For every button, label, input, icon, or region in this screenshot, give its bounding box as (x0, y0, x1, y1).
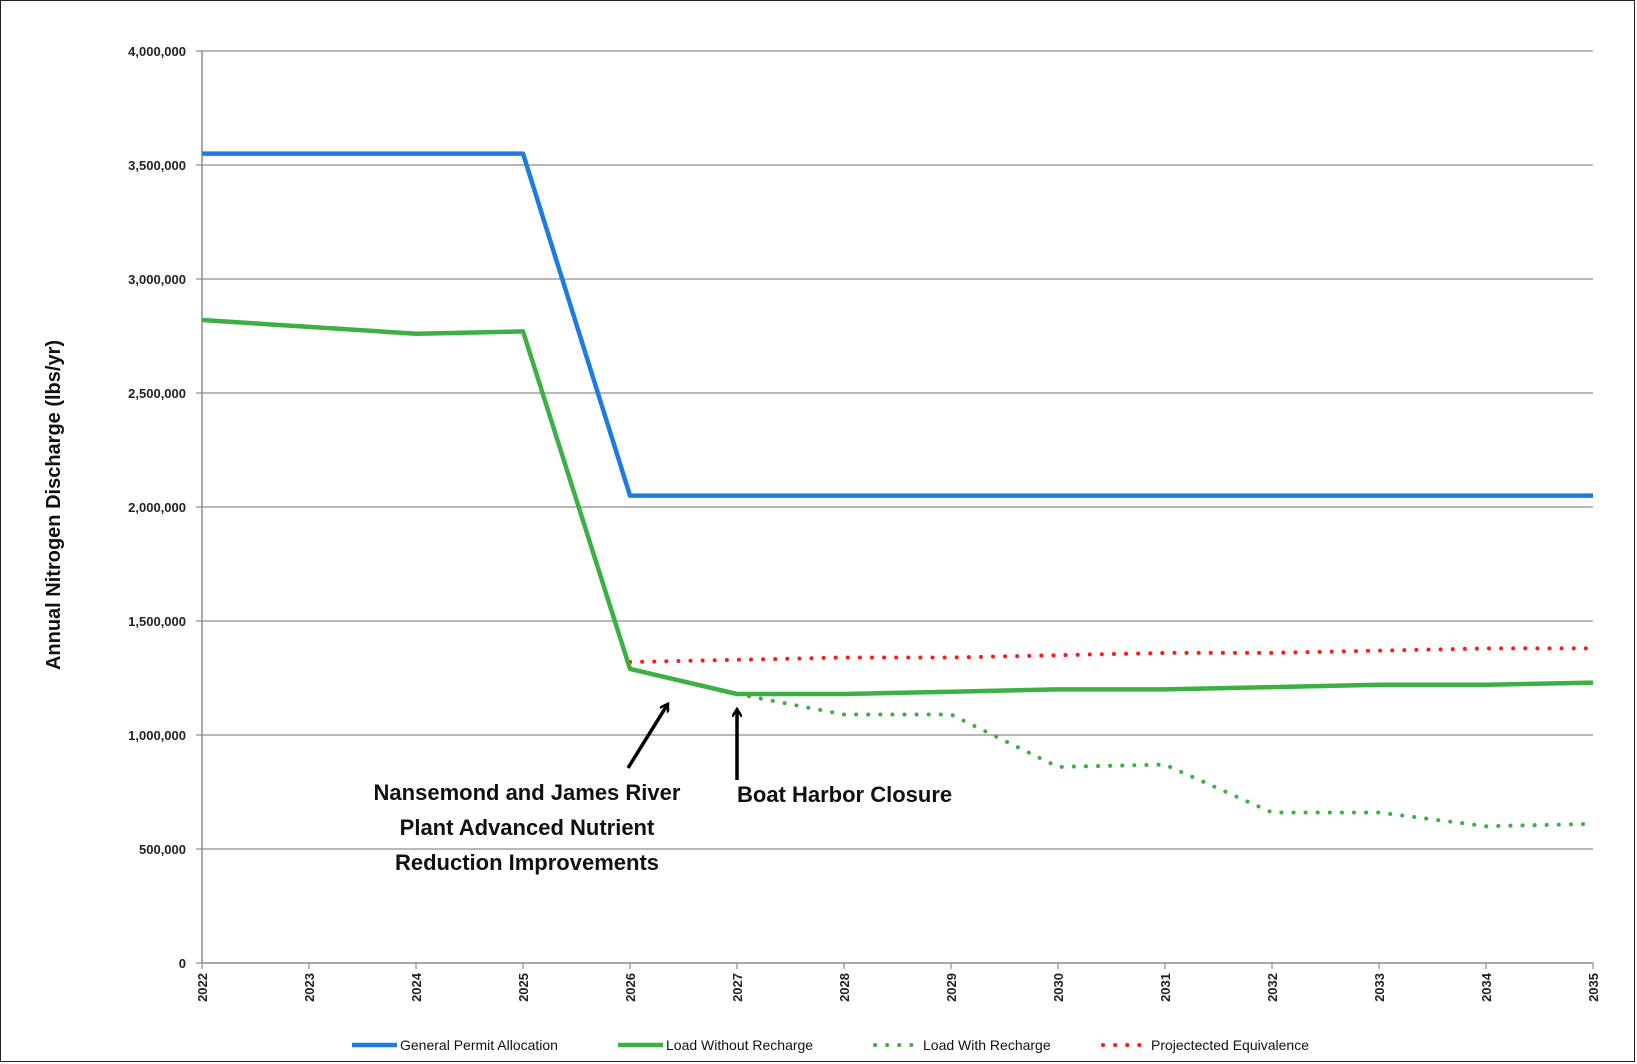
x-tick-label-2023: 2023 (302, 973, 317, 1002)
annotation-text-nansemond-line-3: Reduction Improvements (395, 850, 659, 875)
x-tick-label-2029: 2029 (944, 973, 959, 1002)
gridlines (202, 50, 1593, 850)
y-tick-label-1: 500,000 (139, 842, 186, 857)
legend-label-projectected-equivalence: Projectected Equivalence (1151, 1037, 1309, 1053)
series-line-general-permit-allocation (202, 151, 1593, 498)
x-tick-label-2026: 2026 (623, 973, 638, 1002)
axes (196, 50, 1594, 969)
legend: General Permit Allocation Load Without Re… (352, 1037, 1309, 1053)
series-lines (201, 151, 1595, 829)
x-tick-label-2025: 2025 (516, 973, 531, 1002)
x-tick-label-2031: 2031 (1158, 973, 1173, 1002)
x-tick-label-2035: 2035 (1586, 973, 1601, 1002)
y-tick-labels: 0 500,000 1,000,000 1,500,000 2,000,000 2,500… (128, 44, 186, 971)
y-tick-label-5: 2,500,000 (128, 386, 186, 401)
x-tick-label-2032: 2032 (1265, 973, 1280, 1002)
x-tick-labels: 2022 2023 2024 2025 2026 2027 2028 2029 2030 2031… (195, 972, 1601, 1002)
y-tick-label-2: 1,000,000 (128, 728, 186, 743)
y-tick-label-0: 0 (179, 956, 186, 971)
annotation-arrow-nansemond (626, 705, 667, 769)
annotations: Nansemond and James River Plant Advanced … (374, 705, 952, 875)
y-tick-label-7: 3,500,000 (128, 158, 186, 173)
series-line-load-without-recharge (201, 317, 1594, 697)
x-tick-label-2027: 2027 (730, 973, 745, 1002)
x-tick-label-2024: 2024 (409, 972, 424, 1002)
series-line-load-with-recharge (735, 692, 1595, 829)
annotation-text-nansemond-line-2: Plant Advanced Nutrient (400, 815, 655, 840)
annotation-text-nansemond-line-1: Nansemond and James River (374, 780, 681, 805)
series-line-projectected-equivalence (628, 646, 1595, 664)
annotation-text-boat-harbor: Boat Harbor Closure (737, 782, 952, 807)
legend-label-general-permit-allocation: General Permit Allocation (400, 1037, 558, 1053)
x-tick-label-2034: 2034 (1479, 972, 1494, 1002)
x-tick-label-2028: 2028 (837, 973, 852, 1002)
y-tick-label-6: 3,000,000 (128, 272, 186, 287)
y-tick-label-3: 1,500,000 (128, 614, 186, 629)
x-tick-label-2030: 2030 (1051, 973, 1066, 1002)
legend-label-load-with-recharge: Load With Recharge (923, 1037, 1051, 1053)
x-tick-label-2033: 2033 (1372, 973, 1387, 1002)
y-axis-label: Annual Nitrogen Discharge (lbs/yr) (43, 340, 65, 670)
legend-label-load-without-recharge: Load Without Recharge (666, 1037, 813, 1053)
y-tick-label-8: 4,000,000 (128, 44, 186, 59)
x-tick-label-2022: 2022 (195, 973, 210, 1002)
y-tick-label-4: 2,000,000 (128, 500, 186, 515)
